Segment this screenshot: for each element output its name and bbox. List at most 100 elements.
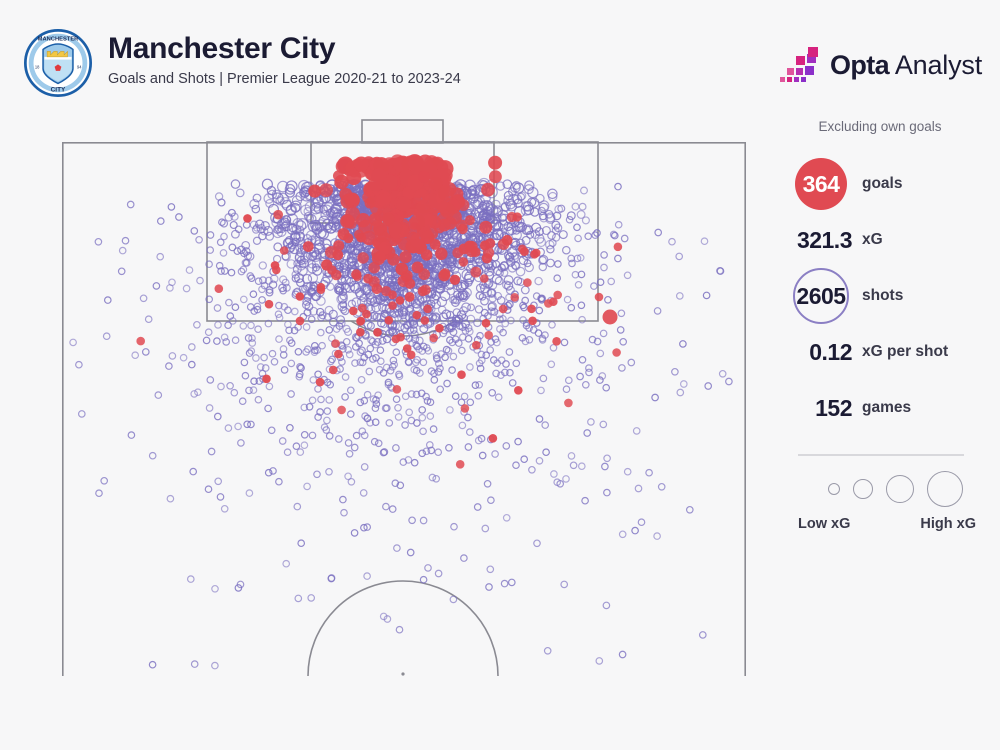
shot-marker: [516, 221, 527, 233]
goal: [361, 119, 444, 144]
shot-marker: [503, 251, 513, 261]
shot-marker: [533, 539, 541, 548]
shot-marker: [216, 493, 225, 501]
shot-marker: [410, 330, 419, 339]
shot-marker: [236, 580, 245, 589]
shot-marker: [370, 437, 379, 446]
shot-marker: [544, 209, 554, 219]
shot-marker: [493, 338, 501, 347]
goal-marker: [429, 333, 439, 343]
shot-marker: [230, 229, 240, 239]
manchester-city-crest-icon: MANCHESTER CITY 18 94: [24, 29, 92, 97]
shot-marker: [296, 362, 304, 371]
shot-marker: [395, 321, 405, 332]
shot-marker: [380, 448, 389, 456]
shot-marker: [576, 253, 585, 262]
shot-marker: [426, 260, 437, 270]
shot-marker: [307, 594, 316, 602]
excluding-own-goals-note: Excluding own goals: [818, 119, 942, 134]
shot-marker: [563, 295, 572, 304]
goal-marker: [552, 337, 561, 346]
shot-marker: [94, 237, 103, 246]
stat-list: 364 goals 321.3 xG 2605 shots 0.12 xG per shot 1…: [790, 156, 986, 436]
shot-marker: [447, 241, 457, 251]
shot-marker: [323, 416, 331, 425]
svg-text:94: 94: [77, 64, 82, 69]
shot-marker: [282, 283, 291, 292]
shot-marker: [234, 422, 242, 431]
goal-marker: [514, 386, 523, 395]
goal-marker: [392, 385, 402, 394]
shot-marker: [291, 224, 302, 235]
shot-marker: [293, 259, 302, 268]
shot-marker: [548, 320, 556, 329]
goal-marker: [353, 156, 369, 172]
shot-marker: [290, 200, 302, 213]
shot-marker: [206, 231, 215, 239]
shot-marker: [295, 372, 304, 381]
shot-marker: [513, 198, 523, 208]
stat-badge: 152: [790, 395, 852, 422]
shot-marker: [491, 199, 501, 210]
shot-marker: [300, 430, 309, 439]
shot-marker: [444, 346, 453, 355]
shot-marker: [602, 383, 611, 392]
goal-marker: [435, 247, 448, 261]
shot-marker: [436, 296, 448, 307]
goal-marker: [413, 188, 430, 205]
goal-marker: [381, 285, 392, 297]
shot-marker: [334, 435, 343, 443]
shot-marker: [340, 508, 348, 517]
shot-marker: [325, 432, 334, 440]
legend-size-dot-1: [827, 483, 840, 495]
shot-marker: [412, 299, 422, 309]
shot-marker: [277, 180, 289, 193]
shot-marker: [426, 412, 435, 420]
goal-marker: [262, 374, 271, 384]
shot-marker: [369, 296, 380, 307]
shot-marker: [103, 296, 112, 304]
shot-marker: [577, 270, 586, 279]
shot-marker: [363, 320, 373, 330]
shot-marker: [485, 583, 493, 591]
shot-marker: [190, 660, 199, 668]
shot-marker: [418, 449, 427, 458]
shot-marker: [553, 274, 562, 283]
goal-marker: [279, 246, 289, 255]
stat-label: games: [862, 399, 912, 416]
shot-marker: [316, 408, 324, 416]
shot-marker: [623, 271, 632, 280]
shot-marker: [448, 321, 457, 331]
shot-marker: [204, 485, 213, 494]
shot-marker: [253, 305, 262, 314]
shot-marker: [237, 267, 246, 276]
shot-marker: [551, 226, 560, 235]
shot-marker: [429, 425, 438, 433]
shot-marker: [371, 302, 382, 313]
page-subtitle: Goals and Shots | Premier League 2020-21…: [108, 71, 461, 87]
shot-marker: [189, 467, 198, 476]
shot-marker: [305, 402, 314, 411]
shot-marker: [274, 310, 283, 319]
shot-marker: [466, 398, 475, 407]
shot-marker: [478, 451, 487, 460]
shot-marker: [465, 327, 474, 336]
stat-row-xG: 321.3 xG: [790, 212, 986, 268]
shot-marker: [542, 448, 550, 457]
stat-badge: 364: [790, 158, 852, 210]
shot-marker: [383, 615, 392, 623]
goal-marker: [457, 370, 466, 379]
goal-marker: [464, 240, 475, 251]
shot-marker: [620, 234, 629, 243]
shot-marker: [363, 523, 372, 531]
shot-marker: [100, 476, 109, 485]
stat-row-games: 152 games: [790, 380, 986, 436]
shot-marker: [360, 523, 368, 532]
shot-marker: [519, 316, 527, 324]
shot-marker: [327, 334, 336, 343]
shot-marker: [351, 359, 359, 367]
shot-marker: [491, 274, 503, 285]
shot-marker: [258, 231, 267, 241]
goal-marker: [458, 257, 469, 267]
shot-marker: [543, 646, 552, 655]
